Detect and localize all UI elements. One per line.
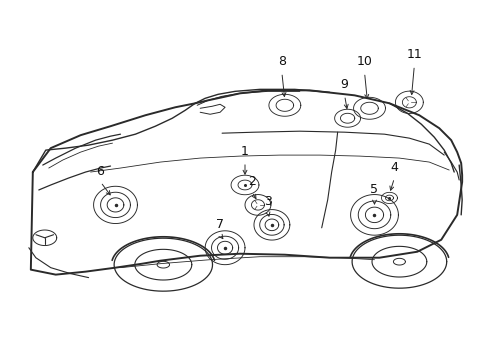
Text: 8: 8 [278,55,286,68]
Text: 3: 3 [264,195,272,208]
Text: 7: 7 [216,218,224,231]
Text: 11: 11 [407,49,422,62]
Text: 6: 6 [97,165,104,178]
Text: 9: 9 [341,78,348,91]
Text: 4: 4 [391,161,398,174]
Text: 1: 1 [241,145,249,158]
Text: 10: 10 [357,55,372,68]
Text: 2: 2 [248,175,256,188]
Text: 5: 5 [370,183,378,196]
